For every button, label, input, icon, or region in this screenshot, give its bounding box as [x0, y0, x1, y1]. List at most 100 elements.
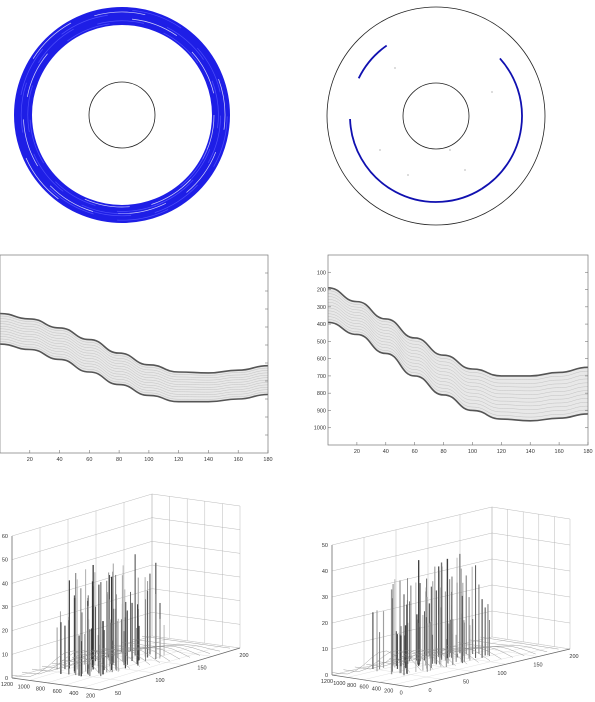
x-axis — [99, 647, 241, 691]
hough-band-upper-edge — [327, 287, 589, 377]
y-tick-label: 0 — [400, 690, 403, 696]
ring-noise-stroke — [67, 23, 110, 42]
surface-mesh-line — [446, 645, 525, 656]
x-tick-label: 150 — [197, 666, 206, 672]
hough-trace — [0, 341, 269, 400]
floor-grid — [64, 643, 205, 686]
hough-left-plot: 20 40 60 80 100 120 140 160 180 — [0, 254, 273, 463]
hough-trace — [0, 328, 269, 388]
y-tick-label: 400 — [69, 691, 78, 697]
y-tick-label: 600 — [317, 357, 326, 363]
ring-noise-stroke — [20, 48, 44, 96]
hough-band-upper-edge — [0, 312, 269, 374]
ring-noise-stroke — [154, 184, 198, 213]
ring-noise-stroke — [38, 28, 74, 63]
surface-mesh-line — [11, 650, 101, 677]
surface-mesh-line — [423, 647, 502, 660]
ring-noise-stroke — [23, 119, 38, 167]
floor-grid — [151, 635, 241, 649]
x-tick-label: 200 — [239, 653, 248, 659]
z-tick-label: 50 — [2, 558, 8, 564]
back-wall-grid — [11, 588, 153, 631]
outer-circle — [326, 6, 546, 226]
floor-grid — [29, 638, 170, 681]
y-tick-label: 700 — [317, 374, 326, 380]
noise-dot — [394, 67, 396, 69]
x-tick-label: 120 — [497, 449, 506, 455]
side-wall-grid — [151, 588, 241, 601]
side-wall-grid — [491, 584, 571, 598]
surface-mesh-line — [81, 647, 171, 662]
side-wall-grid — [151, 517, 241, 530]
surface-mesh-line — [71, 647, 161, 664]
ring-noise-stroke — [213, 116, 228, 167]
floor-grid — [39, 669, 129, 682]
back-wall-grid — [11, 493, 153, 537]
surface-mesh-line — [51, 648, 141, 667]
x-tick-label: 180 — [583, 449, 592, 455]
x-tick-label: 60 — [86, 457, 92, 463]
surface-mesh-line — [141, 635, 231, 649]
right-arc — [481, 57, 523, 190]
ring-noise-stroke — [49, 188, 94, 215]
hough-trace — [0, 320, 269, 381]
x-tick-label: 100 — [497, 671, 506, 677]
x-axis — [409, 648, 571, 688]
back-wall-grid — [11, 564, 153, 608]
z-tick-label: 60 — [2, 534, 8, 540]
ring-noise-stroke — [29, 119, 44, 164]
ring-noise-stroke — [151, 179, 191, 205]
z-tick-label: 10 — [322, 647, 328, 653]
hough-trace — [327, 307, 589, 403]
back-wall-grid — [331, 506, 493, 546]
hough-trace — [327, 319, 589, 418]
x-tick-label: 50 — [115, 691, 121, 697]
z-tick-label: 40 — [322, 569, 328, 575]
hough-trace — [327, 290, 589, 380]
ring-noise-stroke — [55, 181, 96, 206]
ring-noise-stroke — [117, 209, 169, 221]
z-tick-label: 0 — [5, 676, 8, 682]
ring-noise-stroke — [25, 157, 59, 200]
y-tick-label: 100 — [317, 270, 326, 276]
side-wall-grid — [151, 493, 241, 507]
x-tick-label: 80 — [116, 457, 122, 463]
y-axis — [11, 677, 101, 691]
surface-mesh-line — [121, 641, 211, 654]
hough-trace — [327, 296, 589, 388]
y-tick-label: 1000 — [333, 681, 345, 687]
surface-mesh-line — [457, 642, 536, 655]
surface-mesh-line — [389, 648, 468, 665]
surface-mesh-line — [111, 644, 201, 656]
ring-noise-stroke — [166, 26, 204, 60]
surface-mesh-line — [400, 648, 479, 663]
x-tick-label: 100 — [468, 449, 477, 455]
hough-band-lower-edge — [327, 321, 589, 422]
noise-dot — [491, 91, 493, 93]
ring-noise-stroke — [132, 18, 177, 36]
ring-noise-stroke — [207, 115, 221, 164]
noise-dot — [449, 149, 451, 151]
back-wall-grid — [331, 558, 493, 598]
y-tick-label: 800 — [347, 683, 356, 689]
surface-mesh-line — [131, 638, 221, 652]
surface-mesh-line — [91, 646, 181, 660]
surface-left-panel: 0 10 20 30 40 50 60 1200 1000 800 600 400 200 50 100 15… — [0, 493, 290, 702]
z-tick-label: 30 — [2, 605, 8, 611]
y-tick-label: 400 — [317, 322, 326, 328]
hough-trace — [0, 318, 269, 378]
x-tick-label: 120 — [174, 457, 183, 463]
hough-trace — [327, 313, 589, 410]
x-tick-label: 20 — [354, 449, 360, 455]
surface-mesh-line — [21, 650, 111, 675]
hough-trace — [327, 301, 589, 395]
side-wall-grid — [491, 532, 571, 546]
x-tick-label: 60 — [412, 449, 418, 455]
noise-dot — [379, 149, 381, 151]
ring-noise-stroke — [26, 53, 48, 98]
y-tick-label: 500 — [317, 339, 326, 345]
noise-dot — [407, 174, 409, 176]
hough-trace — [0, 323, 269, 383]
y-axis — [331, 674, 411, 688]
y-tick-label: 1000 — [18, 684, 30, 690]
